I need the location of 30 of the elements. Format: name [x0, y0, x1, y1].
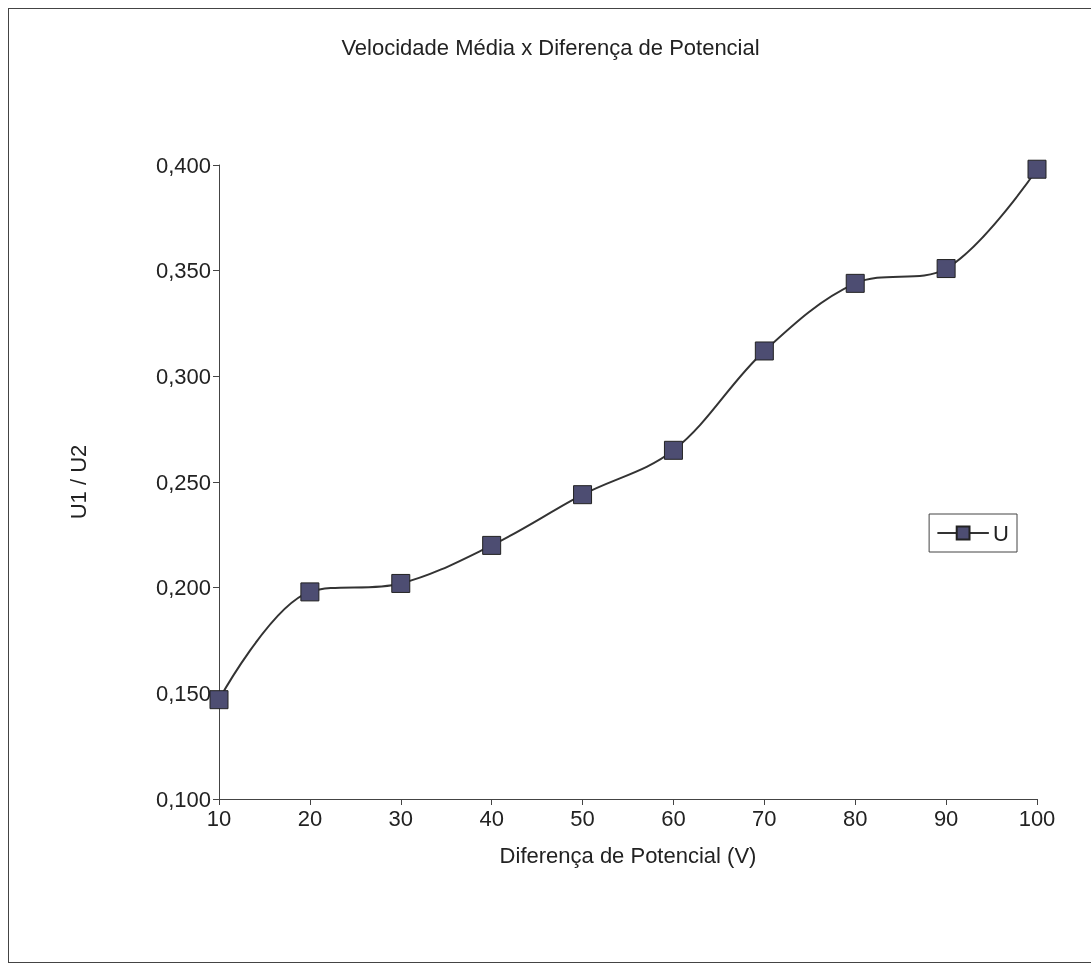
point	[936, 259, 956, 279]
y-tick-label: 0,200	[155, 575, 211, 601]
y-tick-label: 0,100	[155, 786, 211, 812]
x-tick-label: 30	[388, 805, 414, 831]
point	[1027, 159, 1047, 179]
x-tick-label: 40	[479, 805, 504, 831]
chart-title: Velocidade Média x Diferença de Potencial	[341, 34, 760, 60]
point	[209, 690, 229, 710]
y-tick-label: 0,350	[155, 258, 211, 284]
x-tick-label: 70	[752, 805, 777, 831]
x-axis-title: Diferença de Potencial (V)	[499, 842, 757, 868]
x-tick-label: 20	[297, 805, 323, 831]
point	[482, 535, 502, 555]
y-tick-label: 0,400	[155, 152, 211, 178]
point	[300, 582, 320, 602]
x-tick-label: 80	[842, 805, 868, 831]
x-tick-label: 60	[661, 805, 686, 831]
point	[845, 273, 865, 293]
point	[391, 573, 411, 593]
x-tick-label: 100	[1018, 805, 1056, 831]
point	[754, 341, 774, 361]
y-tick-label: 0,150	[155, 680, 211, 706]
x-tick-label: 90	[933, 805, 959, 831]
x-tick-label: 50	[570, 805, 595, 831]
y-tick-label: 0,300	[155, 363, 211, 389]
point	[663, 440, 683, 460]
legend-label: U	[993, 520, 1009, 546]
point	[573, 485, 593, 505]
y-axis-title: U1 / U2	[65, 444, 91, 520]
y-tick-label: 0,250	[155, 469, 211, 495]
